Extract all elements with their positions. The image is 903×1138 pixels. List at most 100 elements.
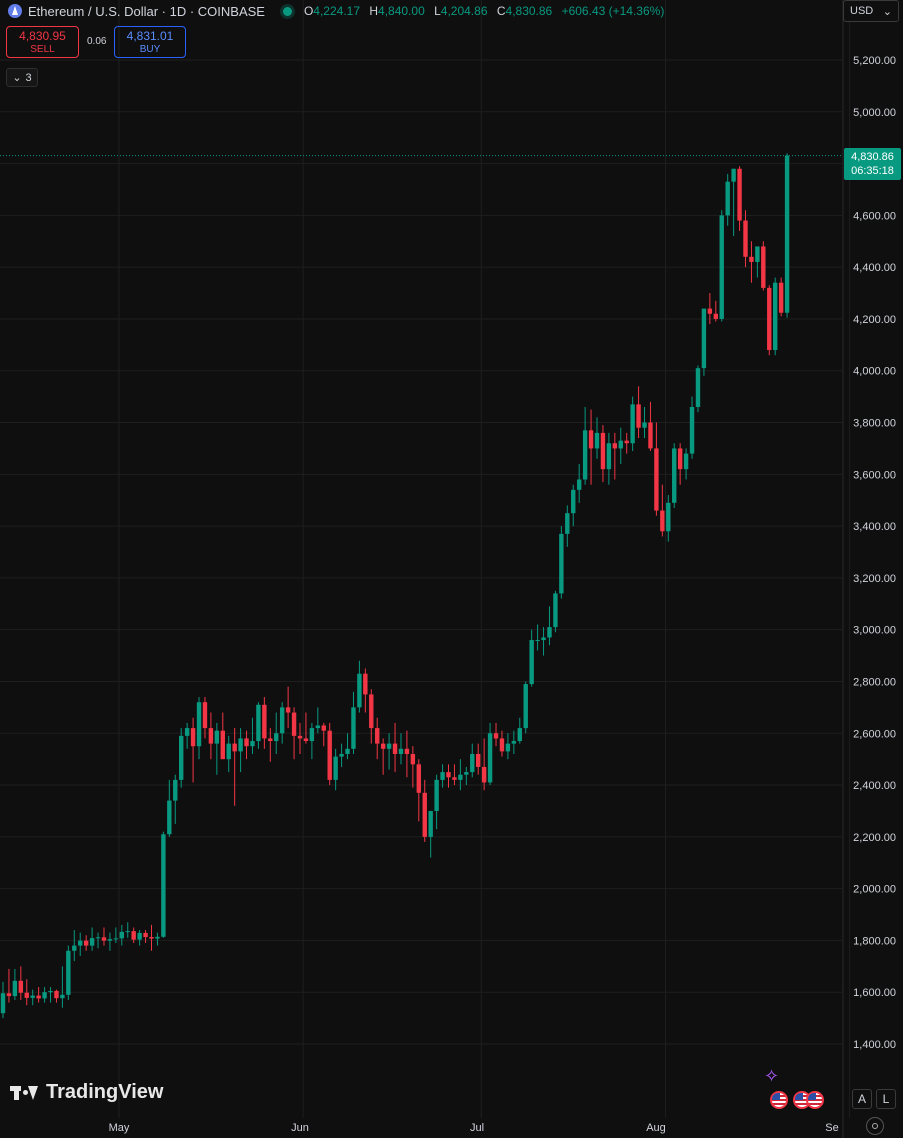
candle	[333, 748, 338, 791]
candle-body	[749, 256, 754, 262]
candle	[107, 932, 113, 951]
candle	[238, 728, 243, 773]
price-tick-label: 2,200.00	[853, 832, 896, 844]
candle	[66, 945, 71, 1000]
candle-body	[547, 627, 552, 638]
candle-body	[190, 728, 196, 747]
candle	[167, 779, 172, 837]
candle	[719, 210, 724, 322]
low-label: L	[434, 4, 441, 18]
candle-body	[499, 738, 505, 752]
candle-body	[386, 743, 392, 749]
candle-body	[321, 725, 326, 731]
candle-body	[125, 931, 130, 933]
candle-body	[95, 937, 101, 939]
candle	[660, 484, 665, 537]
candle	[648, 401, 653, 452]
candle-body	[476, 753, 481, 767]
price-tick-label: 5,200.00	[853, 55, 896, 67]
candle	[713, 300, 718, 322]
price-tick-label: 4,200.00	[853, 314, 896, 326]
candle-body	[375, 728, 380, 744]
price-tick-label: 5,000.00	[853, 107, 896, 119]
candle-body	[553, 593, 558, 628]
candle	[83, 935, 89, 951]
auto-scale-button[interactable]: A	[852, 1089, 872, 1109]
candle	[630, 396, 635, 452]
ohlc-values: O4,224.17 H4,840.00 L4,204.86 C4,830.86 …	[304, 4, 664, 18]
candle-body	[576, 479, 582, 490]
price-tick-label: 2,800.00	[853, 676, 896, 688]
candle	[672, 443, 677, 508]
candle-body	[327, 730, 332, 780]
candle	[30, 989, 35, 1006]
candle-body	[274, 733, 279, 742]
candle-body	[232, 743, 237, 752]
candle-body	[380, 743, 386, 749]
candle	[767, 285, 772, 356]
candle	[357, 660, 362, 713]
candle	[380, 738, 386, 775]
candle-body	[24, 992, 29, 998]
candle-body	[173, 779, 178, 801]
candle	[173, 774, 178, 824]
candle-body	[309, 728, 315, 742]
candle	[369, 689, 374, 744]
candle	[761, 241, 766, 291]
tradingview-logo[interactable]: TradingView	[10, 1081, 163, 1104]
time-tick-label: Se	[825, 1122, 838, 1134]
candle	[262, 697, 267, 749]
us-flag-event-icon[interactable]	[770, 1091, 788, 1109]
bar-countdown: 06:35:18	[851, 165, 894, 177]
candle	[677, 443, 683, 485]
candle-body	[30, 995, 35, 998]
candle	[725, 173, 730, 226]
candle	[392, 722, 398, 773]
candle	[184, 722, 190, 749]
candle-body	[493, 733, 499, 739]
candle-body	[529, 640, 534, 685]
candle	[778, 277, 784, 317]
candle-body	[440, 772, 445, 780]
price-tick-label: 2,400.00	[853, 780, 896, 792]
symbol-title[interactable]: Ethereum / U.S. Dollar · 1D · COINBASE	[28, 3, 265, 19]
settings-gear-icon[interactable]	[866, 1117, 884, 1135]
candle	[386, 733, 392, 770]
candle	[190, 717, 196, 783]
candle-body	[137, 932, 142, 940]
candle	[48, 987, 53, 1003]
candle-body	[565, 513, 570, 534]
candle-body	[369, 694, 374, 729]
candle-body	[285, 707, 291, 713]
chart-header: Ethereum / U.S. Dollar · 1D · COINBASE O…	[0, 0, 664, 22]
candle	[511, 730, 517, 754]
sparkle-icon[interactable]: ✧	[764, 1066, 780, 1086]
candle-body	[202, 702, 208, 729]
candle	[737, 166, 742, 231]
candle-body	[725, 181, 730, 216]
sell-button[interactable]: 4,830.95 SELL	[6, 26, 79, 58]
candle-body	[113, 938, 119, 940]
candle-body	[315, 725, 321, 729]
candle	[196, 697, 202, 760]
candle-body	[666, 502, 671, 532]
log-scale-button[interactable]: L	[876, 1089, 896, 1109]
indicators-toggle-button[interactable]: ⌄ 3	[6, 68, 38, 87]
spread-value: 0.06	[87, 36, 107, 47]
candle	[523, 681, 528, 734]
us-flag-event-icon[interactable]	[806, 1091, 824, 1109]
candle-body	[18, 980, 24, 993]
buy-button[interactable]: 4,831.01 BUY	[114, 26, 186, 58]
candle-body	[196, 702, 202, 747]
candle-body	[54, 990, 59, 999]
candle-body	[89, 938, 95, 946]
currency-selector[interactable]: USD ⌄	[843, 0, 899, 22]
candle	[36, 987, 41, 1003]
candle	[143, 930, 148, 944]
candle	[547, 606, 552, 646]
market-status-icon[interactable]	[282, 6, 292, 16]
candle-body	[333, 756, 338, 780]
candle-body	[256, 704, 261, 742]
candle	[12, 968, 18, 1000]
